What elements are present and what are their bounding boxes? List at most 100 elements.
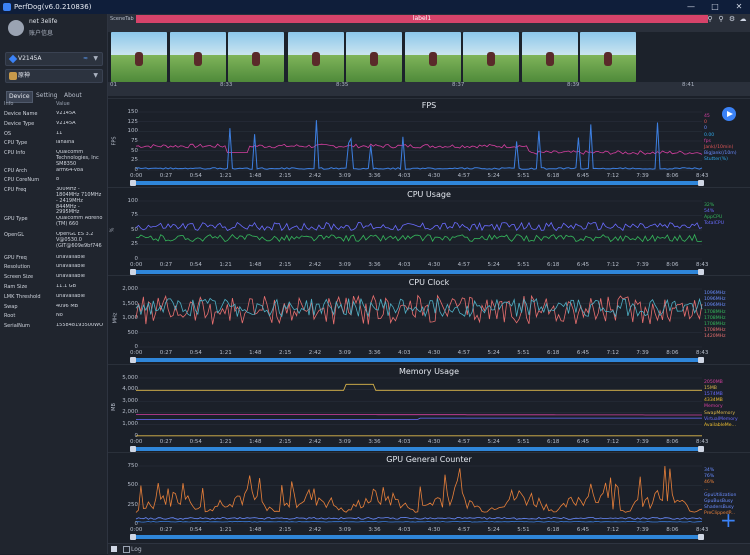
legend-item[interactable]: Memory bbox=[704, 404, 723, 410]
cloud-icon[interactable]: ☁ bbox=[739, 15, 747, 23]
scrollbar-handle-right[interactable] bbox=[698, 357, 704, 363]
scrollbar-handle-right[interactable] bbox=[698, 534, 704, 540]
scrollbar-handle-left[interactable] bbox=[130, 268, 136, 275]
account-info-link[interactable]: 账户信息 bbox=[29, 30, 54, 37]
legend-item[interactable]: VirtualMemory bbox=[704, 416, 738, 422]
legend-item[interactable]: 34% bbox=[704, 468, 715, 473]
charts-area: FPS FPS 150 125 100 75 50 25 0 45 0 0 0.00 fps Jank(/1… bbox=[108, 96, 750, 543]
legend-item[interactable]: 76% bbox=[704, 474, 715, 480]
legend-item[interactable]: 46% bbox=[704, 480, 715, 486]
gear-icon[interactable]: ⚙ bbox=[728, 15, 736, 23]
legend-item[interactable]: PreClippedP... bbox=[704, 511, 736, 517]
scrollbar-handle-left[interactable] bbox=[130, 180, 136, 186]
app-select[interactable]: 原神 ▼ bbox=[5, 69, 103, 83]
legend-item[interactable]: 0 bbox=[704, 120, 707, 126]
x-tick-label: 6:18 bbox=[547, 527, 560, 533]
timeline-scrollbar[interactable] bbox=[130, 268, 704, 275]
chart-plot[interactable] bbox=[136, 377, 702, 436]
scene-thumbnail[interactable] bbox=[404, 32, 461, 82]
timeline-scrollbar[interactable] bbox=[130, 445, 704, 452]
scene-thumbnail[interactable] bbox=[287, 32, 344, 82]
scene-thumbnail[interactable] bbox=[228, 32, 284, 82]
x-tick-label: 6:18 bbox=[547, 173, 560, 179]
legend-item[interactable]: 1708MHz bbox=[704, 315, 726, 321]
play-button[interactable] bbox=[722, 107, 736, 121]
x-tick-label: 1:21 bbox=[219, 438, 232, 445]
timeline-scrollbar[interactable] bbox=[130, 180, 704, 186]
legend-item[interactable]: 15MB bbox=[704, 385, 717, 391]
table-row: LMK Threshold unavailable bbox=[4, 294, 104, 304]
legend-item[interactable]: 0.00 bbox=[704, 132, 715, 138]
legend-item[interactable]: 1096MHz bbox=[704, 291, 726, 296]
avatar[interactable] bbox=[8, 20, 24, 36]
info-key: Device Name bbox=[4, 111, 38, 117]
legend-item[interactable]: Jank(/10min) bbox=[704, 145, 734, 151]
timeline-scrollbar[interactable] bbox=[130, 534, 704, 540]
scrollbar-handle-right[interactable] bbox=[698, 180, 704, 186]
minimize-icon[interactable]: — bbox=[687, 2, 695, 11]
close-icon[interactable]: ✕ bbox=[735, 2, 743, 11]
scrollbar-handle-right[interactable] bbox=[698, 445, 704, 452]
legend-item[interactable]: fps bbox=[704, 138, 711, 144]
tab-device[interactable]: Device bbox=[6, 91, 33, 103]
chart-plot[interactable] bbox=[135, 200, 703, 259]
x-tick-label: 7:12 bbox=[606, 261, 619, 268]
legend-item[interactable]: BigJank(/10m) bbox=[704, 151, 737, 157]
legend-item[interactable]: TotalCPU bbox=[704, 221, 725, 227]
tab-setting[interactable]: Setting bbox=[36, 92, 58, 99]
chart-plot[interactable] bbox=[135, 288, 703, 348]
legend-item[interactable]: ... bbox=[704, 486, 709, 492]
log-checkbox[interactable] bbox=[123, 546, 130, 553]
scene-thumbnail[interactable] bbox=[580, 32, 636, 82]
x-tick-label: 3:09 bbox=[338, 261, 351, 268]
chart-plot[interactable] bbox=[135, 465, 703, 525]
info-value: unavailable bbox=[56, 274, 85, 280]
x-tick-label: 1:21 bbox=[219, 261, 232, 268]
scrollbar-handle-left[interactable] bbox=[130, 534, 136, 540]
scrollbar-handle-left[interactable] bbox=[130, 445, 136, 452]
legend-item[interactable]: AppCPU bbox=[704, 214, 723, 220]
wifi-icon: ≈ bbox=[82, 55, 88, 62]
legend-item[interactable]: ShadersBusy bbox=[704, 505, 734, 511]
scrollbar-handle-left[interactable] bbox=[130, 357, 136, 363]
legend-item[interactable]: 45 bbox=[704, 114, 710, 119]
tab-about[interactable]: About bbox=[64, 92, 82, 99]
legend-item[interactable]: SwapMemory bbox=[704, 410, 736, 416]
legend-item[interactable]: 54% bbox=[704, 208, 715, 214]
screenshot-strip[interactable] bbox=[108, 32, 750, 82]
legend-item[interactable]: 1574MB bbox=[704, 391, 723, 397]
search-icon[interactable]: ⚲ bbox=[718, 15, 724, 23]
add-chart-button[interactable]: + bbox=[720, 508, 737, 532]
legend-item[interactable]: GpuBusBusy bbox=[704, 499, 734, 505]
device-select[interactable]: V2145A ≈ ▼ bbox=[5, 52, 103, 66]
chevron-down-icon: ▼ bbox=[93, 55, 98, 62]
x-tick-label: 3:09 bbox=[338, 350, 351, 356]
scene-thumbnail[interactable] bbox=[111, 32, 167, 82]
legend-item[interactable]: 1708MHz bbox=[704, 328, 726, 334]
scene-thumbnail[interactable] bbox=[169, 32, 226, 82]
legend-item[interactable]: 2050MB bbox=[704, 379, 723, 385]
legend-item[interactable]: 1708MHz bbox=[704, 309, 726, 315]
timeline-scrollbar[interactable] bbox=[130, 357, 704, 363]
device-icon bbox=[8, 54, 18, 64]
scrollbar-handle-right[interactable] bbox=[698, 268, 704, 275]
legend-item[interactable]: 1096MHz bbox=[704, 297, 726, 303]
legend-item[interactable]: 0 bbox=[704, 126, 707, 132]
legend-item[interactable]: 1096MHz bbox=[704, 303, 726, 309]
legend-item[interactable]: 1420MHz bbox=[704, 334, 726, 340]
x-tick-label: 0:54 bbox=[189, 261, 202, 268]
chart-plot[interactable] bbox=[135, 111, 703, 171]
maximize-icon[interactable]: □ bbox=[711, 2, 719, 11]
legend-item[interactable]: 4334MB bbox=[704, 398, 723, 404]
legend-item[interactable]: 32% bbox=[704, 202, 715, 208]
legend-item[interactable]: Stutter(%) bbox=[704, 157, 728, 163]
legend-item[interactable]: AvailableMe... bbox=[704, 422, 736, 428]
scene-label-bar[interactable]: label1 bbox=[136, 15, 708, 23]
expand-icon[interactable] bbox=[111, 546, 117, 552]
scene-thumbnail[interactable] bbox=[463, 32, 519, 82]
scene-thumbnail[interactable] bbox=[521, 32, 578, 82]
location-icon[interactable]: ⚲ bbox=[707, 15, 713, 23]
legend-item[interactable]: 1708MHz bbox=[704, 322, 726, 328]
legend-item[interactable]: GpuUtilization bbox=[704, 492, 737, 498]
scene-thumbnail[interactable] bbox=[346, 32, 402, 82]
